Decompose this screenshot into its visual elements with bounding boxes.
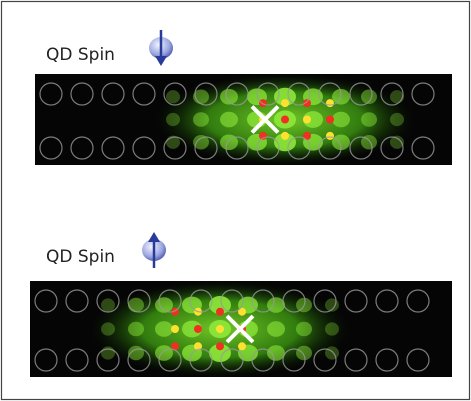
lobe [325, 346, 339, 359]
hotspot [326, 99, 334, 107]
lobe [128, 322, 144, 336]
hotspot [281, 132, 289, 140]
lobe [220, 112, 238, 128]
field-image [35, 74, 452, 165]
lobe [332, 112, 350, 128]
hotspot [281, 116, 289, 124]
hotspot [326, 116, 334, 124]
lobe [166, 90, 180, 103]
hotspot [303, 116, 311, 124]
panel-label: QD Spin [46, 247, 115, 267]
lobe [390, 90, 404, 103]
lobe [361, 112, 377, 126]
field-image [30, 281, 452, 377]
figure: QD Spin QD Spin [0, 0, 471, 401]
lobe [296, 322, 312, 336]
hotspot [194, 325, 202, 333]
hotspot [171, 325, 179, 333]
hotspot [216, 325, 224, 333]
lobe [390, 113, 404, 126]
lobe [101, 322, 115, 335]
hotspot [238, 342, 246, 350]
lobe [325, 322, 339, 335]
lobe [267, 345, 285, 361]
hotspot [326, 132, 334, 140]
lobe [155, 345, 173, 361]
lobe [101, 346, 115, 359]
hotspot [281, 99, 289, 107]
lobe [193, 112, 209, 126]
lobe [128, 298, 144, 312]
lobe [101, 298, 115, 311]
lobe [155, 321, 173, 337]
hotspot [216, 342, 224, 350]
panel-label: QD Spin [46, 45, 115, 65]
lobe [267, 321, 285, 337]
lobe [296, 346, 312, 360]
lobe [166, 113, 180, 126]
hotspot [216, 308, 224, 316]
